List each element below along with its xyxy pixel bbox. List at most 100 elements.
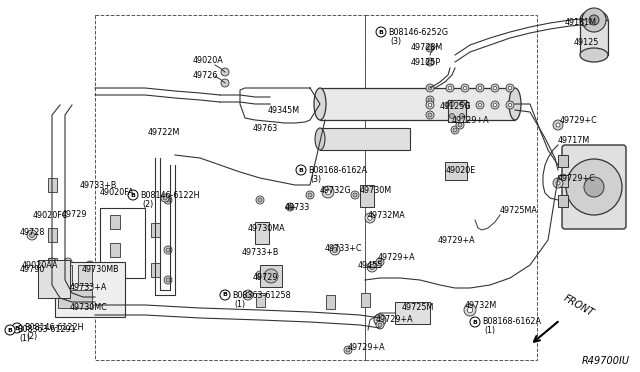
FancyBboxPatch shape bbox=[562, 145, 626, 229]
Text: B08168-6162A: B08168-6162A bbox=[482, 317, 541, 327]
Circle shape bbox=[256, 226, 264, 234]
Text: B08363-61291: B08363-61291 bbox=[17, 326, 76, 334]
Circle shape bbox=[330, 245, 340, 255]
Bar bbox=[48, 258, 57, 272]
Bar bbox=[256, 293, 265, 307]
Text: 49763: 49763 bbox=[253, 124, 278, 132]
Circle shape bbox=[553, 120, 563, 130]
Circle shape bbox=[374, 314, 386, 326]
Circle shape bbox=[376, 258, 384, 266]
Circle shape bbox=[166, 198, 170, 202]
Circle shape bbox=[86, 261, 94, 269]
Circle shape bbox=[556, 181, 560, 185]
Circle shape bbox=[426, 44, 434, 52]
Circle shape bbox=[584, 177, 604, 197]
Bar bbox=[255, 222, 269, 244]
Circle shape bbox=[164, 196, 172, 204]
Text: 49717M: 49717M bbox=[558, 135, 590, 144]
Text: 49020E: 49020E bbox=[446, 166, 476, 174]
Bar bbox=[365, 15, 537, 360]
Circle shape bbox=[365, 213, 375, 223]
Circle shape bbox=[88, 283, 92, 287]
Circle shape bbox=[566, 159, 622, 215]
Circle shape bbox=[368, 216, 372, 220]
Circle shape bbox=[376, 27, 386, 37]
Circle shape bbox=[456, 121, 464, 129]
Bar bbox=[558, 155, 568, 167]
Circle shape bbox=[88, 298, 92, 302]
Text: 49345M: 49345M bbox=[268, 106, 300, 115]
Circle shape bbox=[446, 84, 454, 92]
Circle shape bbox=[451, 111, 459, 119]
Text: 49730MB: 49730MB bbox=[82, 266, 120, 275]
Text: B08146-6122H: B08146-6122H bbox=[24, 324, 83, 333]
Circle shape bbox=[161, 194, 169, 202]
Circle shape bbox=[491, 84, 499, 92]
Circle shape bbox=[27, 230, 37, 240]
Circle shape bbox=[325, 189, 331, 195]
Text: 49733+B: 49733+B bbox=[242, 247, 280, 257]
Bar bbox=[558, 175, 568, 187]
Circle shape bbox=[493, 86, 497, 90]
Text: B08146-6252G: B08146-6252G bbox=[388, 28, 448, 36]
Bar bbox=[58, 290, 92, 308]
Circle shape bbox=[460, 113, 465, 119]
Text: 49729+C: 49729+C bbox=[560, 115, 598, 125]
Bar bbox=[58, 265, 72, 285]
Circle shape bbox=[296, 165, 306, 175]
Text: 49020FA: 49020FA bbox=[100, 187, 134, 196]
Bar bbox=[361, 293, 370, 307]
Ellipse shape bbox=[314, 88, 326, 120]
Bar bbox=[48, 228, 57, 242]
Circle shape bbox=[86, 281, 94, 289]
Text: 49020A: 49020A bbox=[193, 55, 224, 64]
Text: 49730M: 49730M bbox=[360, 186, 392, 195]
Text: 49733: 49733 bbox=[285, 202, 310, 212]
Circle shape bbox=[553, 178, 563, 188]
Ellipse shape bbox=[580, 48, 608, 62]
Text: 49726: 49726 bbox=[193, 71, 218, 80]
Bar bbox=[326, 295, 335, 309]
Text: 49730MA: 49730MA bbox=[248, 224, 285, 232]
Text: 49729+A: 49729+A bbox=[452, 115, 490, 125]
Text: FRONT: FRONT bbox=[562, 293, 596, 318]
Bar bbox=[320, 88, 515, 120]
Text: (3): (3) bbox=[310, 174, 321, 183]
Circle shape bbox=[461, 84, 469, 92]
Circle shape bbox=[164, 246, 172, 254]
Text: B: B bbox=[472, 320, 477, 324]
Circle shape bbox=[463, 103, 467, 107]
Circle shape bbox=[246, 292, 250, 298]
Circle shape bbox=[449, 102, 454, 106]
Circle shape bbox=[258, 273, 262, 277]
Circle shape bbox=[478, 103, 482, 107]
Circle shape bbox=[256, 196, 264, 204]
Circle shape bbox=[448, 103, 452, 107]
Text: B08363-61258: B08363-61258 bbox=[232, 291, 291, 299]
Text: 49732G: 49732G bbox=[320, 186, 351, 195]
Bar bbox=[151, 263, 160, 277]
Circle shape bbox=[333, 247, 337, 253]
Text: 49125P: 49125P bbox=[411, 58, 441, 67]
Circle shape bbox=[506, 84, 514, 92]
Bar bbox=[558, 195, 568, 207]
Circle shape bbox=[256, 271, 264, 279]
Circle shape bbox=[353, 193, 357, 197]
Text: 49729+C: 49729+C bbox=[558, 173, 596, 183]
Text: B: B bbox=[131, 192, 136, 198]
Circle shape bbox=[478, 86, 482, 90]
Bar bbox=[95, 15, 365, 360]
Circle shape bbox=[426, 111, 434, 119]
Circle shape bbox=[428, 60, 432, 64]
Circle shape bbox=[467, 307, 473, 313]
Text: 49125G: 49125G bbox=[440, 102, 472, 110]
Text: 49181M: 49181M bbox=[565, 17, 597, 26]
Circle shape bbox=[64, 258, 72, 266]
Text: (2): (2) bbox=[142, 199, 153, 208]
Circle shape bbox=[367, 262, 377, 272]
Text: B: B bbox=[223, 292, 227, 298]
Circle shape bbox=[378, 260, 382, 264]
Circle shape bbox=[166, 248, 170, 252]
Circle shape bbox=[428, 86, 432, 90]
Circle shape bbox=[446, 101, 454, 109]
